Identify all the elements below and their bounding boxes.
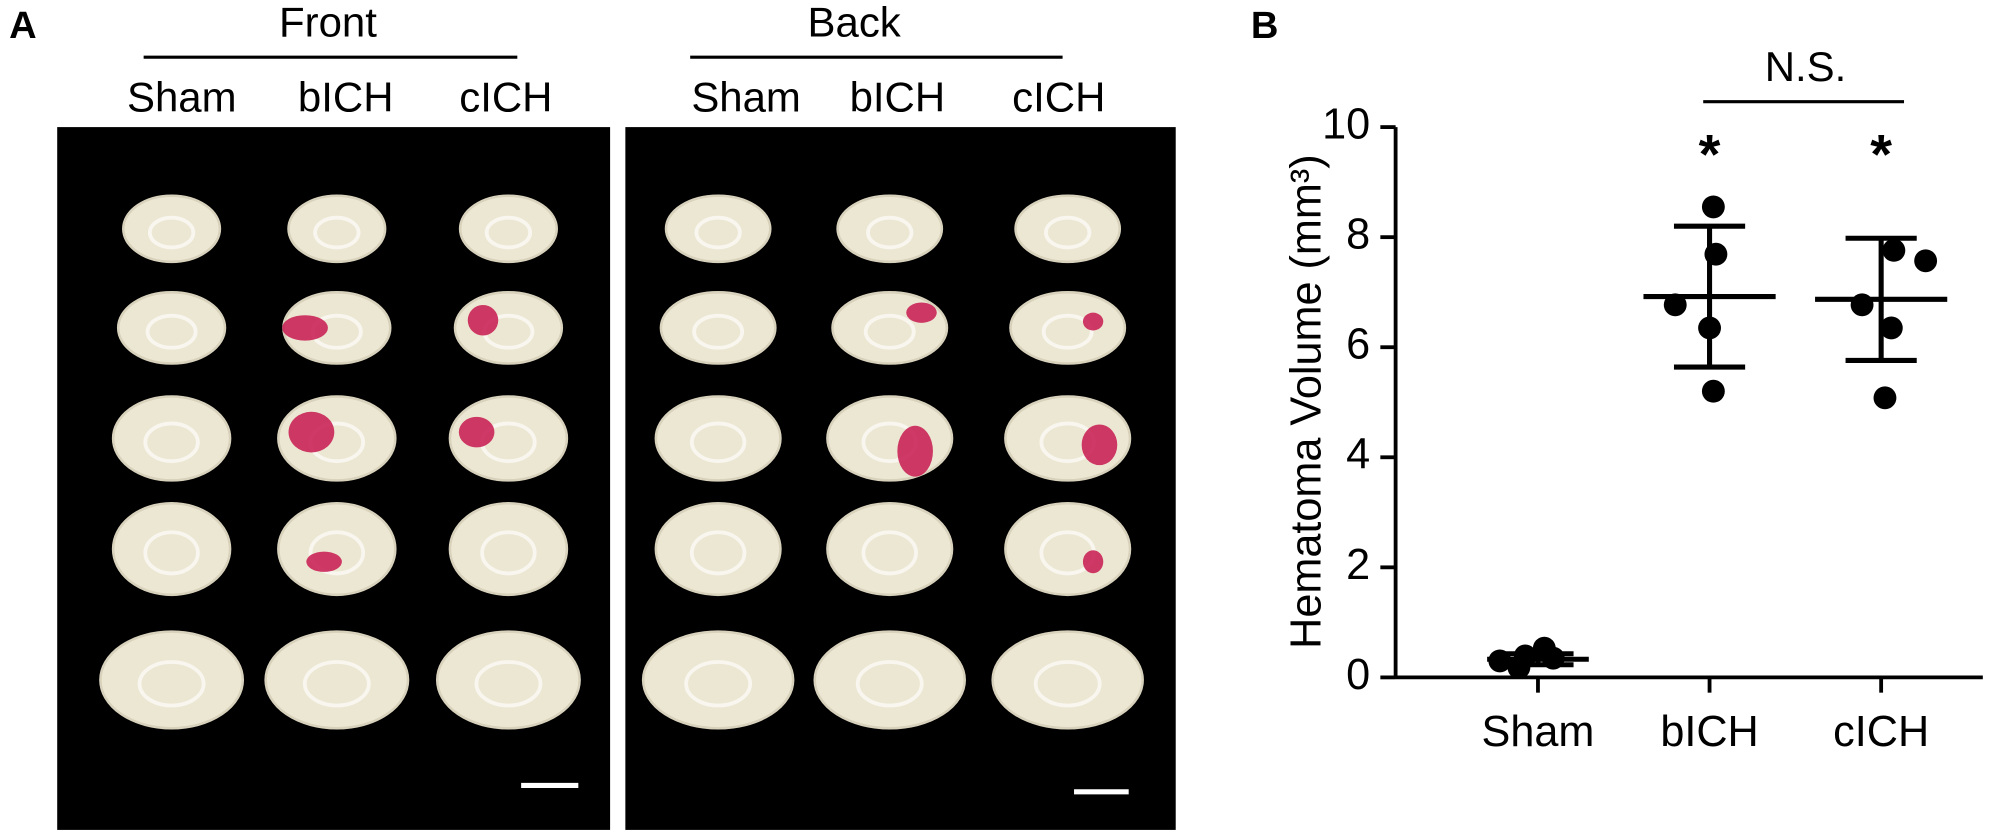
brain-slice	[1014, 194, 1122, 264]
brain-slice	[991, 630, 1144, 730]
brain-slice	[641, 630, 795, 730]
column-label: cICH	[459, 73, 552, 120]
brain-slice	[831, 291, 949, 365]
brain-inner	[689, 421, 747, 464]
group-title: Front	[279, 0, 377, 45]
x-tick-label: Sham	[1482, 708, 1595, 756]
brain-inner	[143, 421, 200, 464]
brain-inner	[313, 215, 361, 250]
dot	[1879, 316, 1903, 340]
hemorrhage	[288, 411, 335, 453]
brain-slice	[448, 502, 569, 597]
significance-mark: *	[1870, 123, 1892, 186]
hemorrhage	[467, 305, 499, 336]
brain-slice	[122, 194, 222, 264]
brain-inner	[861, 530, 918, 576]
brain-inner	[684, 660, 753, 708]
column-label: Sham	[691, 73, 801, 120]
dot	[1914, 249, 1938, 273]
brain-inner	[863, 313, 916, 350]
brain-inner	[866, 215, 914, 250]
dot	[1701, 379, 1725, 403]
hemorrhage	[1082, 550, 1104, 574]
brain-slice	[287, 194, 387, 264]
hemorrhage	[906, 302, 937, 323]
y-tick-label: 8	[1346, 211, 1370, 259]
brain-inner	[689, 530, 747, 576]
hemorrhage	[897, 425, 933, 477]
brain-inner	[480, 530, 537, 576]
column-label: bICH	[850, 73, 946, 120]
brain-slice	[654, 502, 782, 597]
hemorrhage	[458, 416, 495, 448]
y-tick-label: 0	[1346, 651, 1370, 699]
brain-slice	[99, 630, 245, 730]
hemorrhage	[306, 551, 342, 572]
brain-slice	[659, 291, 777, 365]
dot	[1701, 195, 1725, 219]
brain-inner	[308, 530, 366, 576]
comparison-label: N.S.	[1765, 43, 1847, 90]
y-tick-label: 10	[1322, 101, 1370, 149]
significance-mark: *	[1699, 123, 1721, 186]
column-label: cICH	[1012, 73, 1105, 120]
x-tick-label: bICH	[1660, 708, 1758, 756]
x-tick-label: cICH	[1833, 708, 1929, 756]
hemorrhage	[1082, 312, 1104, 331]
y-tick-label: 4	[1346, 431, 1370, 479]
brain-inner	[147, 215, 196, 250]
group-title: Back	[808, 0, 902, 45]
brain-inner	[137, 660, 206, 708]
brain-inner	[143, 530, 200, 576]
y-tick-label: 2	[1346, 541, 1370, 589]
brain-slice	[264, 630, 410, 730]
brain-slice	[116, 291, 227, 365]
brain-inner	[474, 660, 543, 708]
brain-inner	[302, 660, 371, 708]
dot	[1882, 238, 1906, 262]
brain-slice	[277, 502, 397, 597]
y-axis-label: Hematoma Volume (mm³)	[1283, 154, 1331, 649]
brain-slice	[813, 630, 966, 730]
hemorrhage	[282, 315, 328, 341]
brain-slice	[826, 395, 954, 482]
brain-inner	[145, 313, 198, 350]
brain-inner	[484, 215, 533, 250]
brain-slice	[458, 194, 558, 264]
dot	[1873, 386, 1897, 410]
column-label: bICH	[298, 73, 394, 120]
brain-inner	[1033, 660, 1102, 708]
hemorrhage	[1081, 424, 1118, 466]
brain-slice	[664, 194, 772, 264]
brain-slice	[111, 502, 232, 597]
column-label: Sham	[127, 73, 237, 120]
panel-label: B	[1251, 4, 1279, 47]
brain-slice	[1004, 502, 1132, 597]
brain-inner	[692, 313, 745, 350]
brain-inner	[1044, 215, 1092, 250]
panel-label: A	[9, 4, 37, 47]
brain-inner	[855, 660, 924, 708]
brain-slice	[654, 395, 782, 482]
brain-inner	[1041, 313, 1094, 350]
y-tick-label: 6	[1346, 321, 1370, 369]
brain-slice	[1009, 291, 1127, 365]
brain-slice	[435, 630, 581, 730]
brain-slice	[826, 502, 954, 597]
brain-slice	[836, 194, 944, 264]
brain-slice	[111, 395, 232, 482]
brain-inner	[694, 215, 742, 250]
